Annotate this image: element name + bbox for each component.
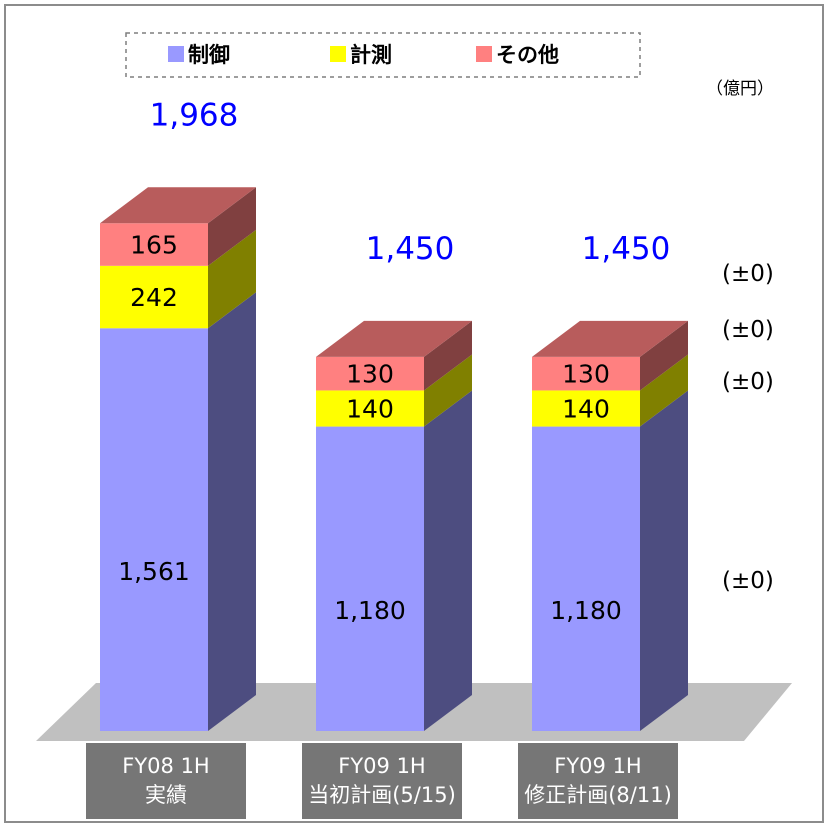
legend-other-swatch (476, 46, 492, 62)
category-box-1: FY09 1H 当初計画(5/15) (302, 743, 462, 819)
category-box-0: FY08 1H 実績 (86, 743, 246, 819)
total-label-0: 1,968 (150, 97, 239, 133)
bar-other-2 (532, 356, 640, 391)
bar-other-1 (316, 356, 424, 391)
chart-canvas: 1,561 242 165 1,968 1,180 140 130 1,450 1,180 140… (36, 32, 792, 741)
bar-control-1 (316, 426, 424, 731)
change-label-1: (±0) (722, 317, 774, 343)
legend-control-swatch (168, 46, 184, 62)
total-label-1: 1,450 (366, 231, 455, 267)
chart-frame: 1,561 242 165 1,968 1,180 140 130 1,450 1,180 140… (4, 4, 824, 823)
bar-side-other-0 (208, 187, 256, 266)
total-label-2: 1,450 (582, 231, 671, 267)
change-label-2: (±0) (722, 369, 774, 395)
legend-control-label: 制御 (188, 43, 230, 67)
bar-control-0 (100, 328, 208, 731)
bar-side-control-1 (424, 390, 472, 731)
legend-measurement-swatch (330, 46, 346, 62)
category-label-0-line2: 実績 (145, 783, 187, 807)
bar-side-control-2 (640, 390, 688, 731)
category-label-1-line2: 当初計画(5/15) (308, 783, 456, 807)
bar-side-measurement-0 (208, 229, 256, 329)
legend-box (125, 32, 641, 78)
category-label-1-line1: FY09 1H (338, 754, 426, 778)
data-label-control-0: 1,561 (118, 557, 190, 586)
bar-side-control-0 (208, 292, 256, 731)
bar-control-2 (532, 426, 640, 731)
data-label-other-1: 130 (346, 360, 394, 389)
data-label-other-2: 130 (562, 360, 610, 389)
data-label-measurement-2: 140 (562, 395, 610, 424)
bar-side-other-2 (640, 320, 688, 391)
legend-other-label: その他 (496, 43, 559, 67)
change-label-3: (±0) (722, 568, 774, 594)
data-label-control-2: 1,180 (550, 596, 622, 625)
bar-measurement-0 (100, 265, 208, 329)
bar-top-0 (100, 187, 256, 224)
category-label-0-line1: FY08 1H (122, 754, 210, 778)
unit-label: （億円） (706, 79, 774, 99)
legend-measurement-label: 計測 (350, 43, 392, 67)
category-label-2-line2: 修正計画(8/11) (524, 783, 672, 807)
bar-top-1 (316, 320, 472, 357)
data-label-other-0: 165 (130, 231, 178, 260)
data-label-measurement-1: 140 (346, 395, 394, 424)
category-box-2: FY09 1H 修正計画(8/11) (518, 743, 678, 819)
data-label-control-1: 1,180 (334, 596, 406, 625)
bar-measurement-2 (532, 390, 640, 427)
bar-side-measurement-2 (640, 354, 688, 427)
bar-side-measurement-1 (424, 354, 472, 427)
category-label-2-line1: FY09 1H (554, 754, 642, 778)
bar-top-2 (532, 320, 688, 357)
bar-measurement-1 (316, 390, 424, 427)
change-label-0: (±0) (722, 261, 774, 287)
data-label-measurement-0: 242 (130, 283, 178, 312)
bar-other-0 (100, 223, 208, 266)
bar-side-other-1 (424, 320, 472, 391)
